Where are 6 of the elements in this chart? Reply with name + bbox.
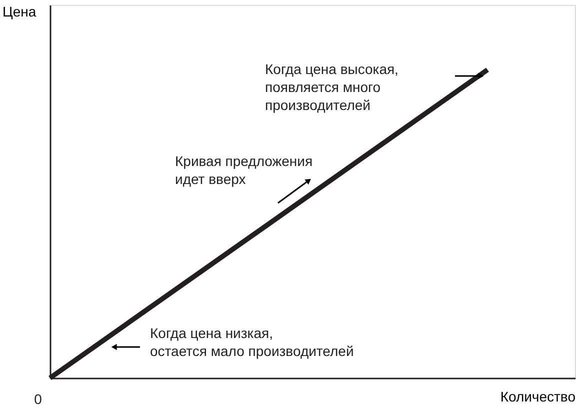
x-axis-title: Количество — [500, 388, 576, 404]
annotation: Когда цена низкая, остается мало производителей — [150, 325, 354, 359]
y-axis-title: Цена — [2, 4, 36, 20]
annotation: Кривая предложения идет вверх — [175, 153, 313, 187]
text: 0 — [34, 391, 42, 407]
annotation: Когда цена высокая, появляется много производителей — [265, 61, 398, 113]
